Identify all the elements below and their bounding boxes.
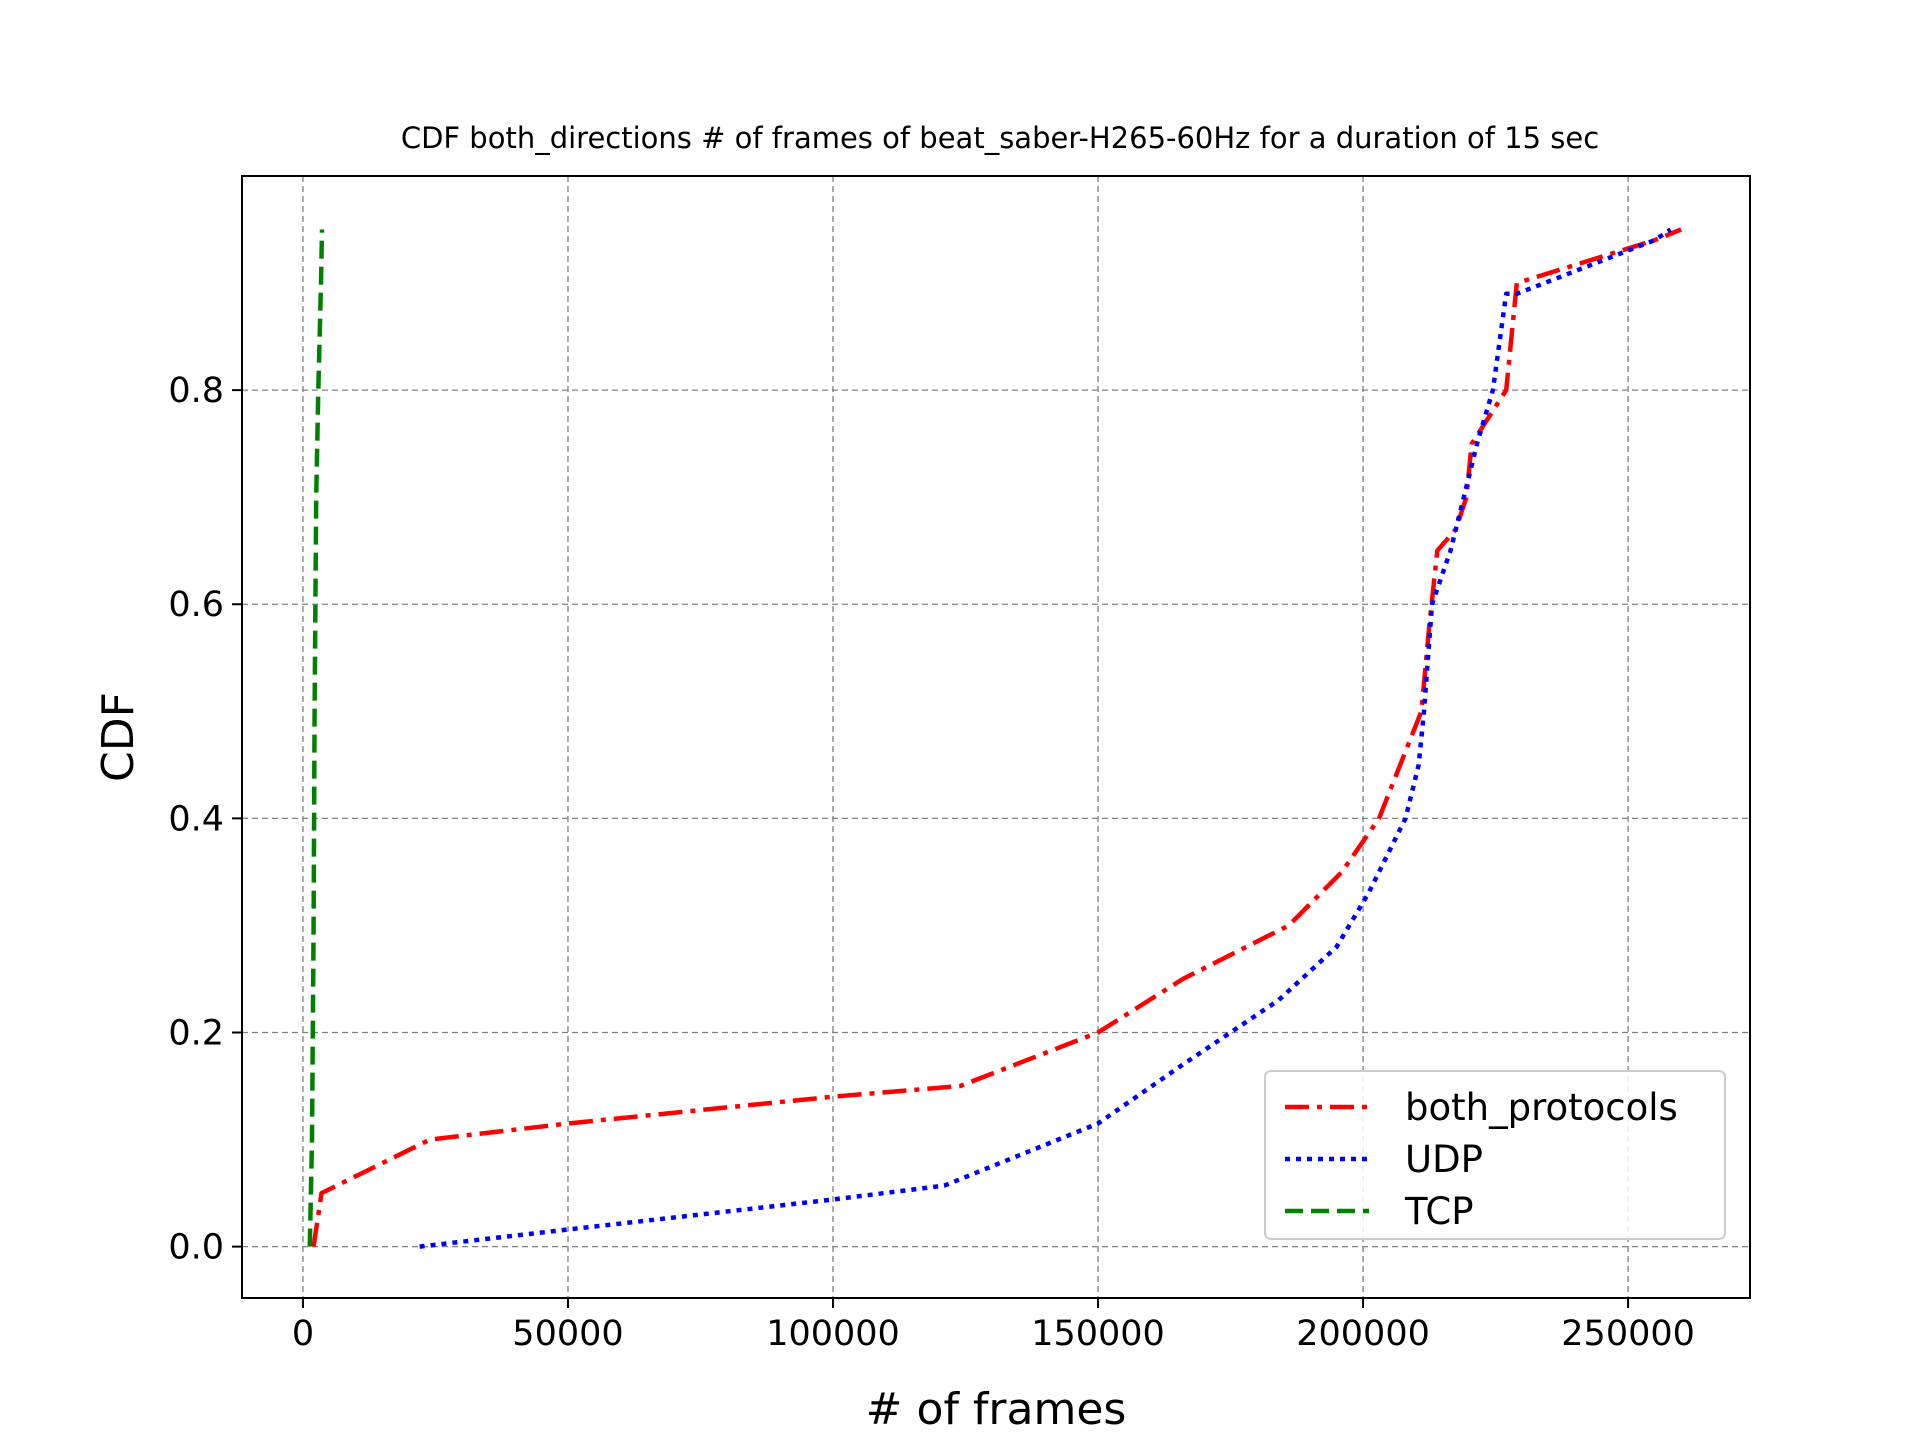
chart-title: CDF both_directions # of frames of beat_… <box>401 121 1599 155</box>
series-layer <box>307 227 1682 1249</box>
legend-box <box>1264 1070 1726 1240</box>
y-tick-label: 0.8 <box>168 371 224 411</box>
x-tick-label: 150000 <box>1031 1314 1165 1354</box>
series-line-tcp <box>307 229 325 1247</box>
tick-layer: 0 50000 100000 150000 200000 250000 0.0 0.2 0.4 0… <box>168 371 1695 1354</box>
x-tick-label: 200000 <box>1296 1314 1430 1354</box>
axes-frame <box>241 175 1751 1299</box>
series-line-udp <box>419 227 1672 1249</box>
y-tick-label: 0.4 <box>168 799 224 839</box>
x-tick-label: 100000 <box>766 1314 900 1354</box>
legend-label: UDP <box>1405 1138 1483 1181</box>
y-tick-label: 0.6 <box>168 585 224 625</box>
x-tick-label: 250000 <box>1561 1314 1695 1354</box>
y-axis-label: CDF <box>93 692 144 782</box>
series-line-both-protocols <box>311 227 1682 1247</box>
legend-label: both_protocols <box>1405 1086 1678 1129</box>
x-tick-label: 0 <box>292 1314 314 1354</box>
legend: both_protocols UDP TCP <box>1264 1070 1726 1240</box>
y-tick-label: 0.2 <box>168 1013 224 1053</box>
legend-label: TCP <box>1404 1190 1474 1233</box>
x-tick-label: 50000 <box>512 1314 623 1354</box>
x-axis-label: # of frames <box>866 1384 1127 1435</box>
y-tick-label: 0.0 <box>168 1228 224 1268</box>
